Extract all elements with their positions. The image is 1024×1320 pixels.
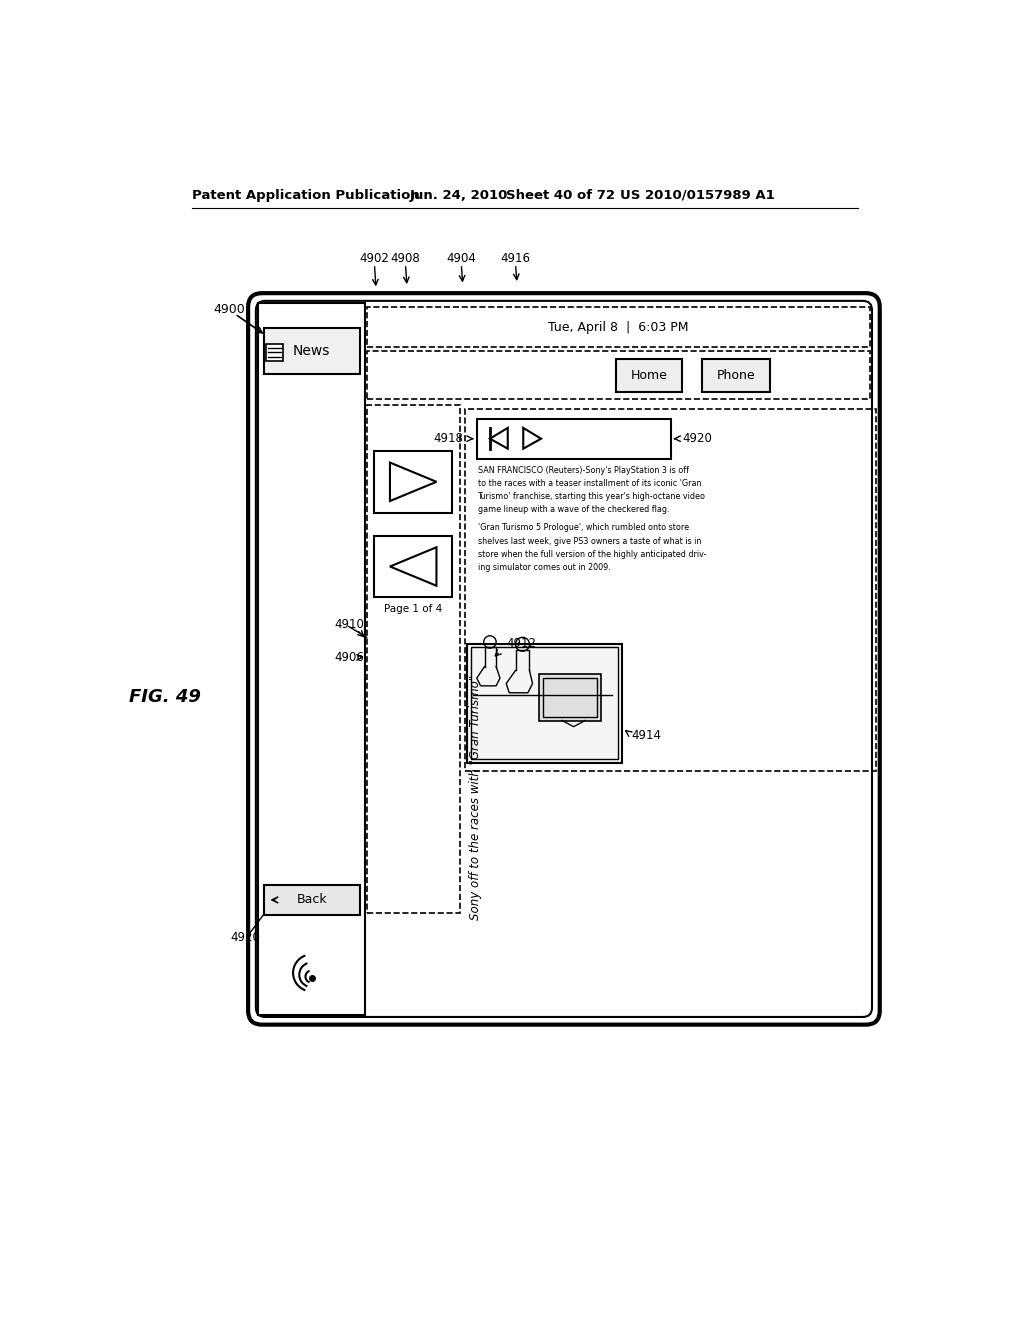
FancyBboxPatch shape [256, 301, 872, 1016]
Bar [375, 536, 452, 598]
Text: Jun. 24, 2010: Jun. 24, 2010 [410, 189, 508, 202]
Bar [543, 678, 597, 717]
Text: 4906: 4906 [334, 651, 364, 664]
Bar [477, 418, 671, 459]
Text: to the races with a teaser installment of its iconic 'Gran: to the races with a teaser installment o… [477, 479, 701, 488]
Text: Tue, April 8  |  6:03 PM: Tue, April 8 | 6:03 PM [548, 321, 689, 334]
Text: game lineup with a wave of the checkered flag.: game lineup with a wave of the checkered… [477, 506, 669, 513]
Text: Back: Back [296, 894, 327, 907]
Text: 4920: 4920 [230, 931, 261, 944]
Text: 4902: 4902 [359, 252, 389, 265]
Bar [467, 644, 622, 763]
Text: 'Gran Turismo 5 Prologue', which rumbled onto store: 'Gran Turismo 5 Prologue', which rumbled… [477, 524, 689, 532]
Text: 4914: 4914 [632, 730, 662, 742]
Text: Patent Application Publication: Patent Application Publication [191, 189, 419, 202]
Text: 4920: 4920 [682, 432, 712, 445]
FancyBboxPatch shape [248, 293, 880, 1024]
Bar [367, 405, 460, 913]
Text: 4916: 4916 [501, 252, 530, 265]
Bar [471, 647, 617, 759]
Text: News: News [293, 345, 331, 358]
Bar [465, 409, 876, 771]
Text: Sony off to the races with "Gran Turismo": Sony off to the races with "Gran Turismo… [469, 675, 481, 920]
Text: store when the full version of the highly anticipated driv-: store when the full version of the highl… [477, 549, 706, 558]
Text: Sheet 40 of 72: Sheet 40 of 72 [506, 189, 615, 202]
Bar [263, 327, 359, 374]
Text: US 2010/0157989 A1: US 2010/0157989 A1 [621, 189, 775, 202]
Bar [367, 308, 870, 347]
Text: Turismo' franchise, starting this year's high-octane video: Turismo' franchise, starting this year's… [477, 492, 706, 500]
Text: 4908: 4908 [390, 252, 420, 265]
Text: 4904: 4904 [446, 252, 476, 265]
Bar [701, 359, 770, 392]
Text: 4918: 4918 [433, 432, 463, 445]
Text: 4900: 4900 [213, 302, 245, 315]
Text: 4912: 4912 [506, 638, 537, 649]
Text: FIG. 49: FIG. 49 [129, 689, 201, 706]
Text: Page 1 of 4: Page 1 of 4 [384, 603, 442, 614]
Bar [367, 351, 870, 399]
Text: Home: Home [631, 370, 668, 381]
Bar [263, 886, 359, 915]
Text: ing simulator comes out in 2009.: ing simulator comes out in 2009. [477, 562, 610, 572]
Bar [375, 451, 452, 512]
Text: 4910: 4910 [334, 618, 364, 631]
Text: Phone: Phone [716, 370, 755, 381]
Text: SAN FRANCISCO (Reuters)-Sony's PlayStation 3 is off: SAN FRANCISCO (Reuters)-Sony's PlayStati… [477, 466, 688, 475]
Bar [539, 675, 601, 721]
Bar [258, 304, 366, 1015]
Text: shelves last week, give PS3 owners a taste of what is in: shelves last week, give PS3 owners a tas… [477, 537, 700, 545]
Bar [616, 359, 682, 392]
Bar [266, 345, 283, 360]
